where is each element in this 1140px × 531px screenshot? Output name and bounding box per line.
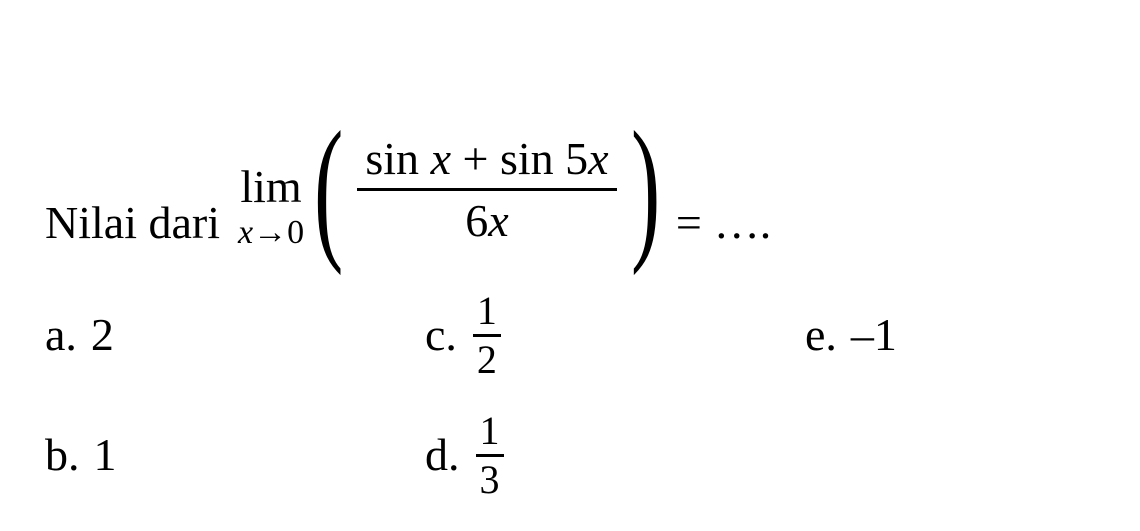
right-paren: ) bbox=[619, 125, 672, 250]
option-c-den: 2 bbox=[471, 340, 503, 380]
main-fraction: sin x + sin 5x 6x bbox=[357, 129, 616, 250]
numerator-x1: x bbox=[431, 133, 451, 184]
numerator: sin x + sin 5x bbox=[357, 129, 616, 188]
sin-2: sin bbox=[500, 133, 554, 184]
answer-blank: …. bbox=[714, 195, 772, 250]
left-paren: ( bbox=[302, 125, 355, 250]
question-prefix: Nilai dari bbox=[45, 195, 220, 250]
option-c-label: c. bbox=[425, 307, 457, 362]
denominator: 6x bbox=[457, 191, 516, 250]
question-expression: Nilai dari lim x→0 ( sin x + sin 5x 6x )… bbox=[45, 30, 1095, 250]
denominator-x: x bbox=[488, 195, 508, 246]
option-b: b. 1 bbox=[45, 427, 425, 482]
option-e-value: –1 bbox=[851, 307, 897, 362]
sin-1: sin bbox=[365, 133, 419, 184]
numerator-plus: + bbox=[462, 133, 488, 184]
option-d: d. 1 3 bbox=[425, 411, 805, 500]
option-d-fraction: 1 3 bbox=[474, 411, 506, 500]
limit-label: lim bbox=[240, 164, 301, 210]
answer-options: a. 2 c. 1 2 e. –1 b. 1 d. 1 3 bbox=[45, 275, 1095, 515]
option-a-value: 2 bbox=[91, 307, 114, 362]
option-a: a. 2 bbox=[45, 307, 425, 362]
option-b-label: b. bbox=[45, 427, 80, 482]
option-d-label: d. bbox=[425, 427, 460, 482]
numerator-x2: x bbox=[588, 133, 608, 184]
option-c: c. 1 2 bbox=[425, 291, 805, 380]
option-e-label: e. bbox=[805, 307, 837, 362]
limit-operator: lim x→0 bbox=[238, 164, 304, 250]
option-d-den: 3 bbox=[474, 460, 506, 500]
option-c-num: 1 bbox=[471, 291, 503, 331]
limit-variable: x bbox=[238, 214, 253, 251]
option-e: e. –1 bbox=[805, 307, 1095, 362]
option-c-fraction: 1 2 bbox=[471, 291, 503, 380]
option-b-value: 1 bbox=[94, 427, 117, 482]
equals-sign: = bbox=[676, 195, 702, 250]
option-a-label: a. bbox=[45, 307, 77, 362]
numerator-coef2: 5 bbox=[565, 133, 588, 184]
limit-arrow: → bbox=[253, 214, 287, 251]
option-d-num: 1 bbox=[474, 411, 506, 451]
limit-subscript: x→0 bbox=[238, 216, 304, 250]
denominator-coef: 6 bbox=[465, 195, 488, 246]
